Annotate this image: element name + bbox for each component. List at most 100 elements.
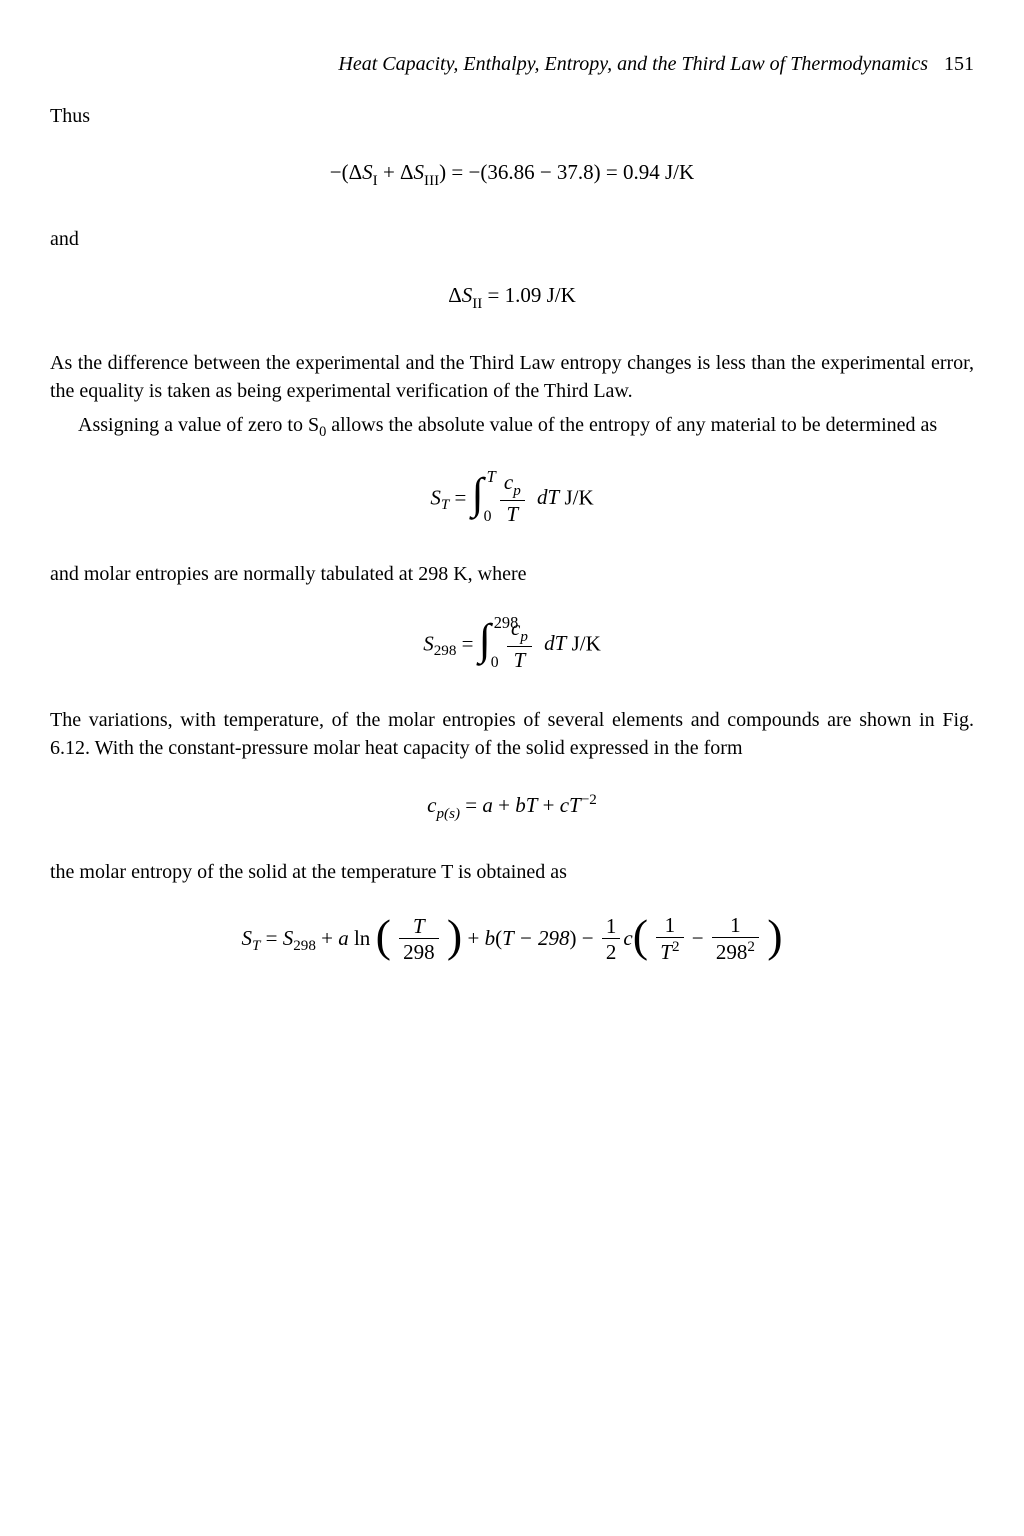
eq4-S: S xyxy=(423,631,434,655)
eq6-minus: − xyxy=(582,926,599,950)
eq1-open: −(Δ xyxy=(330,160,362,184)
text-and: and xyxy=(50,225,974,253)
eq6-f3d-e: 2 xyxy=(747,939,755,955)
running-title: Heat Capacity, Enthalpy, Entropy, and th… xyxy=(338,50,928,78)
equation-1: −(ΔSI + ΔSIII) = −(36.86 − 37.8) = 0.94 … xyxy=(50,158,974,191)
equation-5: cp(s) = a + bT + cT−2 xyxy=(50,790,974,824)
int-sym: ∫ xyxy=(479,612,491,668)
eq3-jk: J/K xyxy=(559,485,593,509)
paragraph-3: and molar entropies are normally tabulat… xyxy=(50,560,974,588)
paragraph-1: As the difference between the experiment… xyxy=(50,349,974,405)
eq3-den: T xyxy=(500,501,525,525)
eq2-rhs: = 1.09 J/K xyxy=(482,283,576,307)
text-thus: Thus xyxy=(50,102,974,130)
eq4-dT: dT xyxy=(544,631,566,655)
eq6-hn: 1 xyxy=(602,915,621,939)
eq6-f2d-T: T xyxy=(660,940,672,964)
eq3-cp: c xyxy=(504,470,513,494)
paragraph-2: Assigning a value of zero to S0 allows t… xyxy=(50,411,974,442)
eq5-sub: p(s) xyxy=(437,806,461,822)
eq6-f2d-e: 2 xyxy=(672,939,680,955)
p2-a: Assigning a value of zero to xyxy=(78,414,308,436)
eq3-frac: cp T xyxy=(500,471,525,525)
eq6-Tm: T − 298 xyxy=(502,926,569,950)
eq6-ST-T: T xyxy=(252,938,260,954)
int-high: 298 xyxy=(494,612,519,635)
eq6-S298-S: S xyxy=(283,926,294,950)
eq6-f3d: 2982 xyxy=(712,938,759,963)
eq2-delta: Δ xyxy=(448,283,462,307)
eq1-S2: S xyxy=(414,160,425,184)
equation-3: ST = ∫ 0 T cp T dT J/K xyxy=(50,470,974,526)
eq6-a: a xyxy=(338,926,349,950)
eq1-sub-I: I xyxy=(373,173,378,189)
eq5-c: c xyxy=(427,793,436,817)
eq5-T1: T xyxy=(526,793,538,817)
eq5-exp: −2 xyxy=(581,792,597,808)
eq5-b: b xyxy=(515,793,526,817)
eq6-hd: 2 xyxy=(602,939,621,963)
eq6-frac3: 1 2982 xyxy=(712,914,759,963)
eq6-p2o: ( xyxy=(495,926,502,950)
eq4-den: T xyxy=(507,647,532,671)
eq6-frac2: 1 T2 xyxy=(656,914,683,963)
eq5-p1: + xyxy=(493,793,515,817)
eq5-a: a xyxy=(482,793,493,817)
eq6-plus2: + xyxy=(467,926,484,950)
eq5-T2: T xyxy=(569,793,581,817)
p5-b: is obtained as xyxy=(453,861,567,883)
eq6-c: c xyxy=(623,926,632,950)
eq6-f2d: T2 xyxy=(656,938,683,963)
header-space xyxy=(934,50,944,78)
integral-icon: ∫ 0 T xyxy=(472,470,494,526)
eq6-ln: ln xyxy=(354,926,370,950)
paragraph-5: the molar entropy of the solid at the te… xyxy=(50,858,974,886)
eq6-f3n: 1 xyxy=(712,914,759,938)
eq3-equals: = xyxy=(449,485,471,509)
eq1-plus: + Δ xyxy=(378,160,414,184)
eq4-equals: = xyxy=(456,631,478,655)
eq1-S1: S xyxy=(362,160,373,184)
paragraph-4: The variations, with temperature, of the… xyxy=(50,706,974,762)
running-header: Heat Capacity, Enthalpy, Entropy, and th… xyxy=(50,50,974,78)
eq6-frac1: T 298 xyxy=(399,915,439,963)
eq6-f1n: T xyxy=(399,915,439,939)
p2-S0: 0 xyxy=(319,424,326,440)
integral-icon: ∫ 0 298 xyxy=(479,616,501,672)
int-low: 0 xyxy=(484,506,492,528)
eq5-eq: = xyxy=(460,793,482,817)
eq5-p2: + xyxy=(537,793,559,817)
eq6-eq: = xyxy=(266,926,283,950)
eq6-f1d: 298 xyxy=(399,939,439,963)
equation-4: S298 = ∫ 0 298 cp T dT J/K xyxy=(50,616,974,672)
p5-a: the molar entropy of the solid at the te… xyxy=(50,861,441,883)
eq3-dT: dT xyxy=(537,485,559,509)
eq6-f3d-b: 298 xyxy=(716,940,748,964)
eq6-b: b xyxy=(485,926,496,950)
p2-b: allows the absolute value of the entropy… xyxy=(326,414,937,436)
eq6-half: 1 2 xyxy=(602,915,621,963)
int-sym: ∫ xyxy=(472,466,484,522)
eq3-cpsub: p xyxy=(513,483,521,499)
eq6-f2n: 1 xyxy=(656,914,683,938)
eq4-cpsub: p xyxy=(520,629,528,645)
equation-2: ΔSII = 1.09 J/K xyxy=(50,281,974,314)
int-low: 0 xyxy=(491,652,499,674)
eq3-num: cp xyxy=(500,471,525,501)
eq6-ST-S: S xyxy=(241,926,252,950)
p5-T: T xyxy=(441,861,453,883)
eq2-sub: II xyxy=(472,296,482,312)
eq6-S298: 298 xyxy=(293,938,316,954)
eq4-298: 298 xyxy=(434,643,457,659)
eq3-S: S xyxy=(430,485,441,509)
eq3-ST: T xyxy=(441,497,449,513)
page-number: 151 xyxy=(944,50,974,78)
p2-S: S xyxy=(308,414,319,436)
eq4-jk: J/K xyxy=(566,631,600,655)
eq1-close: ) = −(36.86 − 37.8) = 0.94 J/K xyxy=(439,160,694,184)
eq1-sub-III: III xyxy=(424,173,439,189)
eq6-f-minus: − xyxy=(692,926,709,950)
equation-6: ST = S298 + a ln ( T 298 ) + b(T − 298) … xyxy=(50,914,974,963)
eq2-S: S xyxy=(462,283,473,307)
eq6-plus1: + xyxy=(321,926,338,950)
